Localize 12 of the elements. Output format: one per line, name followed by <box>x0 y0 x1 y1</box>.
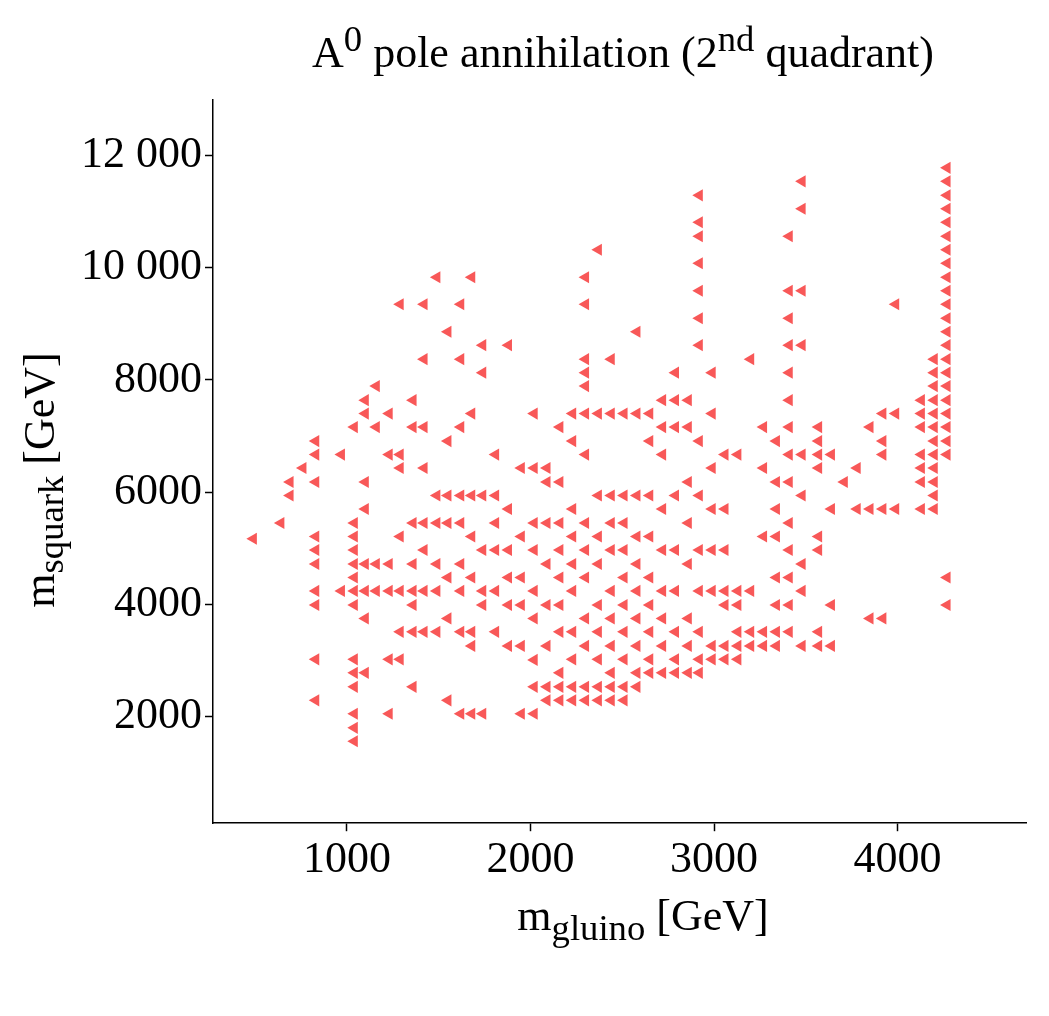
y-tick-label: 6000 <box>114 464 202 514</box>
y-tick-label: 8000 <box>114 352 202 402</box>
x-tick-label: 2000 <box>486 833 575 883</box>
x-tick-label: 1000 <box>302 833 391 883</box>
chart-title: A$^{0}$ pole annihilation (2$^{nd}$ quadrant) <box>311 17 935 77</box>
y-tick-label: 4000 <box>114 576 202 626</box>
y-tick-label: 10 000 <box>81 240 202 290</box>
y-tick-label: 12 000 <box>81 128 202 178</box>
x-axis-title: m$_{gluino}$ [GeV] <box>516 890 770 949</box>
x-tick-label: 3000 <box>670 833 759 883</box>
y-tick-label: 2000 <box>114 689 202 739</box>
x-tick-label: 4000 <box>853 833 942 883</box>
